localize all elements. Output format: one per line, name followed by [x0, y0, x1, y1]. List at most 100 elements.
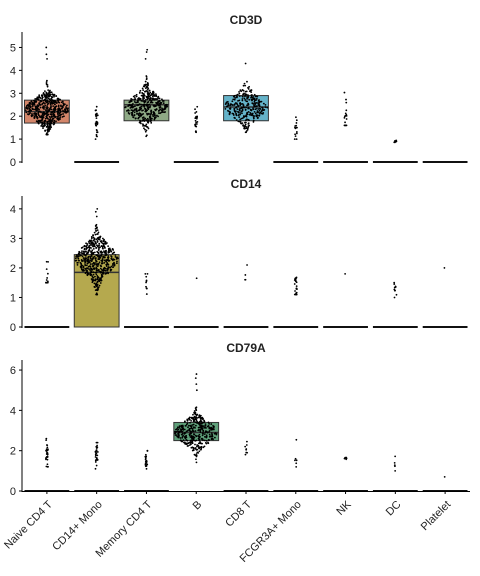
- point-cd3d-0: [38, 96, 41, 99]
- point-cd3d-0: [26, 113, 29, 116]
- point-cd79a-6: [344, 456, 347, 459]
- point-cd79a-3: [185, 430, 188, 433]
- point-cd14-1: [86, 251, 89, 254]
- point-cd14-1: [92, 261, 95, 264]
- point-cd3d-2: [137, 99, 140, 101]
- point-cd3d-4: [235, 96, 238, 99]
- point-cd3d-2: [140, 99, 143, 102]
- point-cd3d-2: [156, 101, 159, 104]
- point-cd3d-4: [244, 84, 247, 87]
- point-cd3d-2: [127, 109, 130, 111]
- point-cd3d-4: [241, 103, 244, 105]
- point-cd3d-4: [232, 114, 235, 116]
- point-cd79a-3: [194, 443, 196, 446]
- point-cd3d-4: [228, 107, 231, 110]
- point-cd14-1: [110, 256, 113, 258]
- point-cd3d-4: [226, 105, 229, 108]
- point-cd3d-2: [129, 101, 131, 103]
- point-cd14-1: [90, 254, 93, 257]
- point-cd79a-3: [190, 443, 192, 446]
- point-cd3d-2: [158, 103, 161, 105]
- point-cd3d-0: [46, 107, 48, 110]
- point-cd3d-0: [24, 109, 27, 111]
- point-cd3d-0: [49, 119, 52, 121]
- point-cd3d-4: [227, 102, 230, 105]
- point-cd79a-3: [203, 419, 205, 422]
- point-cd3d-6: [345, 101, 348, 104]
- point-cd3d-0: [54, 107, 57, 110]
- point-cd3d-0: [45, 109, 47, 112]
- point-cd79a-3: [205, 435, 208, 438]
- point-cd3d-2: [158, 100, 161, 103]
- point-cd79a-3: [193, 436, 196, 439]
- point-cd3d-1: [96, 114, 99, 117]
- point-cd3d-0: [57, 101, 60, 103]
- point-cd79a-3: [195, 461, 198, 464]
- point-cd79a-0: [47, 448, 49, 451]
- point-cd3d-2: [145, 77, 148, 80]
- point-cd14-1: [78, 250, 81, 253]
- point-cd14-1: [98, 255, 101, 257]
- point-cd3d-4: [246, 111, 249, 114]
- point-cd79a-3: [176, 427, 178, 430]
- point-cd14-1: [91, 275, 94, 278]
- point-cd79a-3: [212, 425, 215, 428]
- point-cd3d-2: [134, 105, 136, 108]
- panel-title-cd3d: CD3D: [230, 13, 263, 27]
- point-cd3d-4: [261, 108, 264, 111]
- outlier-cd3d-2: [144, 58, 147, 60]
- point-cd79a-3: [195, 419, 198, 422]
- point-cd79a-3: [214, 436, 216, 439]
- point-cd3d-2: [147, 107, 149, 110]
- point-cd3d-1: [94, 124, 97, 127]
- point-cd3d-4: [244, 109, 247, 111]
- point-cd3d-0: [52, 123, 55, 126]
- point-cd3d-0: [46, 110, 48, 113]
- point-cd79a-3: [186, 439, 189, 442]
- x-category-label: B: [191, 499, 205, 513]
- point-cd14-1: [112, 262, 115, 265]
- point-cd3d-4: [225, 102, 228, 104]
- point-cd3d-2: [145, 96, 148, 98]
- point-cd79a-3: [206, 425, 209, 428]
- point-cd79a-3: [186, 422, 189, 425]
- point-cd3d-0: [40, 111, 42, 114]
- point-cd3d-0: [53, 120, 56, 123]
- point-cd79a-1: [96, 444, 98, 447]
- point-cd79a-3: [191, 424, 194, 426]
- point-cd3d-0: [35, 105, 38, 108]
- point-cd3d-0: [38, 108, 40, 111]
- point-cd3d-4: [246, 100, 249, 103]
- point-cd3d-5: [295, 119, 298, 122]
- point-cd14-7: [393, 283, 396, 285]
- point-cd79a-3: [196, 444, 199, 446]
- point-cd3d-2: [166, 105, 169, 108]
- point-cd3d-4: [254, 112, 257, 115]
- point-cd3d-0: [37, 113, 40, 115]
- point-cd3d-4: [249, 112, 252, 114]
- point-cd14-1: [107, 259, 110, 262]
- point-cd79a-3: [208, 433, 211, 436]
- point-cd3d-4: [245, 90, 248, 93]
- point-cd3d-0: [43, 122, 46, 125]
- point-cd3d-0: [66, 110, 69, 112]
- point-cd3d-0: [62, 109, 64, 112]
- point-cd3d-0: [51, 111, 53, 114]
- point-cd3d-2: [162, 102, 165, 105]
- point-cd3d-0: [28, 104, 30, 106]
- point-cd14-1: [87, 255, 90, 258]
- point-cd79a-0: [46, 455, 49, 458]
- point-cd3d-0: [42, 111, 45, 114]
- point-cd14-1: [85, 242, 87, 245]
- point-cd14-1: [75, 255, 78, 258]
- point-cd3d-2: [155, 101, 157, 104]
- point-cd14-1: [95, 215, 98, 218]
- point-cd79a-3: [179, 437, 182, 439]
- point-cd79a-4: [244, 445, 247, 448]
- point-cd14-1: [103, 256, 106, 259]
- point-cd14-1: [93, 263, 96, 266]
- point-cd3d-0: [49, 93, 51, 96]
- point-cd3d-4: [241, 88, 244, 91]
- point-cd3d-0: [61, 106, 64, 109]
- x-category-label: DC: [384, 499, 404, 519]
